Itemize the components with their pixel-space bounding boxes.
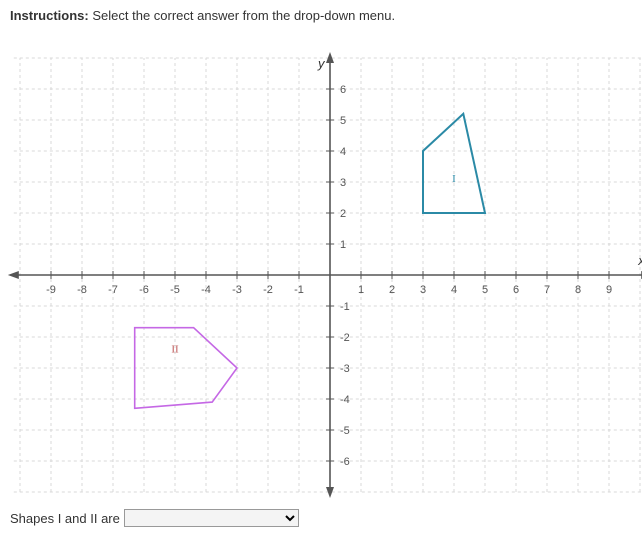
- svg-text:1: 1: [358, 284, 364, 296]
- svg-text:-2: -2: [340, 332, 350, 344]
- svg-text:4: 4: [451, 284, 457, 296]
- graph-svg: -9 -8 -7 -6 -5 -4 -3 -2 -1 1 2 3 4 5 6 7 8 9 -6 -5 -4 -3 -2 -1 1…: [0, 29, 642, 499]
- answer-dropdown[interactable]: congruentsimilarneither congruent nor si…: [124, 509, 299, 527]
- shape-label-I: I: [452, 173, 456, 185]
- svg-text:-6: -6: [340, 456, 350, 468]
- svg-text:7: 7: [544, 284, 550, 296]
- coordinate-graph: -9 -8 -7 -6 -5 -4 -3 -2 -1 1 2 3 4 5 6 7 8 9 -6 -5 -4 -3 -2 -1 1…: [0, 29, 642, 499]
- svg-text:4: 4: [340, 146, 346, 158]
- svg-text:-3: -3: [232, 284, 242, 296]
- answer-prefix: Shapes I and II are: [10, 511, 120, 526]
- svg-text:3: 3: [420, 284, 426, 296]
- svg-text:-6: -6: [139, 284, 149, 296]
- svg-text:6: 6: [340, 84, 346, 96]
- instructions-label: Instructions:: [10, 8, 89, 23]
- svg-text:y: y: [317, 56, 326, 71]
- svg-text:1: 1: [340, 239, 346, 251]
- svg-text:2: 2: [389, 284, 395, 296]
- svg-text:-9: -9: [46, 284, 56, 296]
- svg-text:-5: -5: [340, 425, 350, 437]
- svg-text:2: 2: [340, 208, 346, 220]
- instructions: Instructions: Select the correct answer …: [0, 0, 642, 29]
- instructions-text: Select the correct answer from the drop-…: [92, 8, 395, 23]
- svg-text:5: 5: [340, 115, 346, 127]
- svg-text:9: 9: [606, 284, 612, 296]
- svg-text:x: x: [637, 253, 642, 268]
- svg-text:-3: -3: [340, 363, 350, 375]
- svg-text:3: 3: [340, 177, 346, 189]
- shape-II: [135, 328, 237, 409]
- svg-text:-1: -1: [340, 301, 350, 313]
- svg-text:-4: -4: [201, 284, 211, 296]
- svg-text:8: 8: [575, 284, 581, 296]
- svg-text:-1: -1: [294, 284, 304, 296]
- svg-text:-2: -2: [263, 284, 273, 296]
- shape-label-II: II: [171, 344, 179, 356]
- svg-text:6: 6: [513, 284, 519, 296]
- svg-text:-5: -5: [170, 284, 180, 296]
- svg-text:5: 5: [482, 284, 488, 296]
- svg-text:-7: -7: [108, 284, 118, 296]
- svg-text:-4: -4: [340, 394, 350, 406]
- shape-I: [423, 114, 485, 213]
- svg-text:-8: -8: [77, 284, 87, 296]
- answer-row: Shapes I and II are congruentsimilarneit…: [0, 499, 642, 537]
